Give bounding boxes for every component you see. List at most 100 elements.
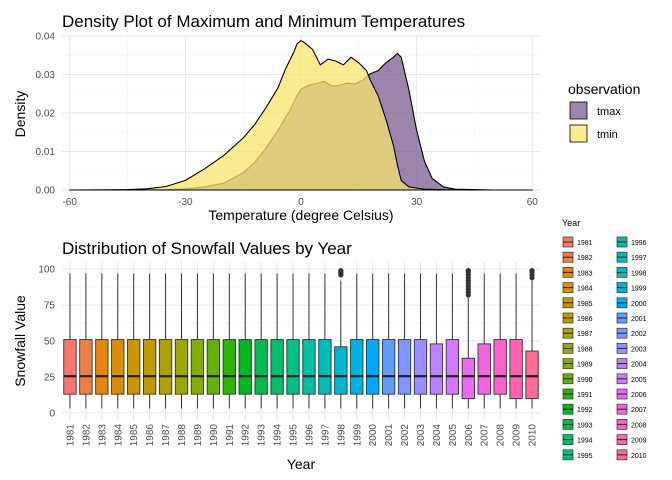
legend-item-2006: 2006 bbox=[616, 388, 647, 400]
legend-label: 1994 bbox=[577, 438, 593, 445]
legend-label: 2003 bbox=[631, 346, 647, 353]
legend-label: 2002 bbox=[631, 331, 647, 338]
box-body bbox=[493, 339, 507, 395]
snowfall-x-tick-label: 2010 bbox=[528, 424, 539, 447]
snowfall-x-tick-label: 2000 bbox=[368, 424, 379, 447]
snowfall-x-tick-label: 2006 bbox=[464, 424, 475, 447]
snowfall-x-tick-label: 1994 bbox=[273, 424, 284, 447]
density-x-tick-label: 30 bbox=[411, 197, 423, 208]
density-x-tick-label: 0 bbox=[298, 197, 304, 208]
density-x-ticks: -60 -30 0 30 60 bbox=[62, 197, 538, 208]
box-body bbox=[525, 350, 539, 399]
snowfall-x-axis-label: Year bbox=[287, 456, 316, 472]
legend-item-2003: 2003 bbox=[616, 343, 647, 354]
legend-item-2007: 2007 bbox=[616, 403, 647, 415]
legend-label-tmax: tmax bbox=[597, 106, 621, 118]
box-body bbox=[286, 339, 300, 395]
legend-label: 2005 bbox=[631, 377, 647, 384]
legend-item-1992: 1992 bbox=[562, 403, 593, 415]
box-body bbox=[95, 339, 109, 395]
box-2005 bbox=[445, 273, 460, 409]
snowfall-x-tick-label: 1988 bbox=[177, 424, 188, 447]
snowfall-x-tick-label: 2004 bbox=[432, 424, 443, 447]
legend-item-1994: 1994 bbox=[562, 434, 593, 445]
legend-label: 1985 bbox=[577, 301, 593, 308]
box-body bbox=[366, 339, 380, 395]
snowfall-y-tick-label: 0 bbox=[49, 408, 55, 419]
density-x-tick-label: -30 bbox=[178, 197, 193, 208]
box-outlier bbox=[338, 268, 344, 274]
box-body bbox=[190, 339, 205, 395]
legend-item-1984: 1984 bbox=[562, 282, 593, 293]
snowfall-y-tick-label: 25 bbox=[44, 372, 56, 383]
legend-item-2005: 2005 bbox=[616, 373, 647, 385]
box-body bbox=[158, 339, 173, 395]
legend-item-1989: 1989 bbox=[562, 358, 593, 369]
legend-item-1990: 1990 bbox=[562, 373, 593, 385]
box-2010 bbox=[525, 268, 539, 409]
legend-item-2010: 2010 bbox=[616, 449, 647, 461]
legend-label: 1989 bbox=[577, 362, 593, 369]
box-body bbox=[270, 339, 284, 395]
legend-label: 1983 bbox=[577, 270, 593, 277]
snowfall-x-tick-label: 1991 bbox=[225, 424, 236, 447]
box-1985 bbox=[127, 273, 141, 409]
density-y-tick-label: 0.02 bbox=[36, 109, 56, 120]
box-body bbox=[79, 339, 93, 395]
snowfall-y-tick-label: 50 bbox=[44, 337, 56, 348]
legend-item-2002: 2002 bbox=[616, 327, 647, 339]
legend-label: 1993 bbox=[577, 422, 593, 429]
box-outlier bbox=[465, 268, 471, 274]
box-body bbox=[318, 339, 332, 395]
box-2002 bbox=[397, 273, 412, 409]
legend-label: 1987 bbox=[577, 331, 593, 338]
box-1989 bbox=[190, 273, 205, 409]
density-legend: observation tmax tmin bbox=[568, 81, 640, 143]
box-2000 bbox=[366, 273, 380, 409]
legend-label: 1992 bbox=[577, 407, 593, 414]
legend-label: 2007 bbox=[631, 407, 647, 414]
box-outlier bbox=[529, 268, 535, 274]
box-body bbox=[509, 339, 523, 399]
box-body bbox=[111, 339, 125, 395]
legend-label: 2008 bbox=[631, 422, 647, 429]
box-body bbox=[302, 339, 316, 395]
legend-label: 1999 bbox=[631, 286, 647, 293]
box-2007 bbox=[477, 273, 491, 409]
density-x-axis-label: Temperature (degree Celsius) bbox=[208, 207, 393, 223]
snowfall-x-tick-label: 1982 bbox=[81, 424, 92, 447]
snowfall-x-tick-label: 1984 bbox=[113, 424, 124, 447]
snowfall-chart: Distribution of Snowfall Values by Year … bbox=[12, 218, 647, 472]
box-1995 bbox=[286, 273, 300, 409]
box-body bbox=[238, 339, 252, 395]
box-body bbox=[142, 339, 157, 395]
legend-label: 2010 bbox=[631, 453, 647, 460]
box-1983 bbox=[95, 273, 109, 409]
snowfall-x-tick-label: 2009 bbox=[512, 424, 523, 447]
box-body bbox=[63, 339, 77, 395]
snowfall-title: Distribution of Snowfall Values by Year bbox=[62, 239, 352, 258]
legend-label: 1996 bbox=[631, 240, 647, 247]
legend-label: 2001 bbox=[631, 316, 647, 323]
legend-swatch-tmin bbox=[569, 124, 588, 143]
legend-label: 1991 bbox=[577, 392, 593, 399]
density-chart: Density Plot of Maximum and Minimum Temp… bbox=[12, 12, 640, 223]
box-body bbox=[429, 343, 444, 395]
density-y-tick-label: 0.01 bbox=[36, 147, 56, 158]
box-2001 bbox=[381, 273, 396, 409]
density-y-ticks: 0.00 0.01 0.02 0.03 0.04 bbox=[36, 32, 56, 197]
density-title: Density Plot of Maximum and Minimum Temp… bbox=[62, 12, 465, 31]
snowfall-legend: Year 19811982198319841985198619871988198… bbox=[562, 218, 647, 461]
legend-label: 1984 bbox=[577, 286, 593, 293]
snowfall-x-tick-label: 1986 bbox=[145, 424, 156, 447]
snowfall-x-tick-label: 2005 bbox=[448, 424, 459, 447]
box-body bbox=[461, 357, 475, 399]
snowfall-y-tick-label: 75 bbox=[44, 301, 56, 312]
legend-label: 1981 bbox=[577, 240, 593, 247]
legend-item-1993: 1993 bbox=[562, 419, 593, 430]
legend-label: 2006 bbox=[631, 392, 647, 399]
snowfall-x-tick-label: 1993 bbox=[257, 424, 268, 447]
legend-item-1991: 1991 bbox=[562, 388, 593, 400]
snowfall-x-tick-label: 1998 bbox=[336, 424, 347, 447]
